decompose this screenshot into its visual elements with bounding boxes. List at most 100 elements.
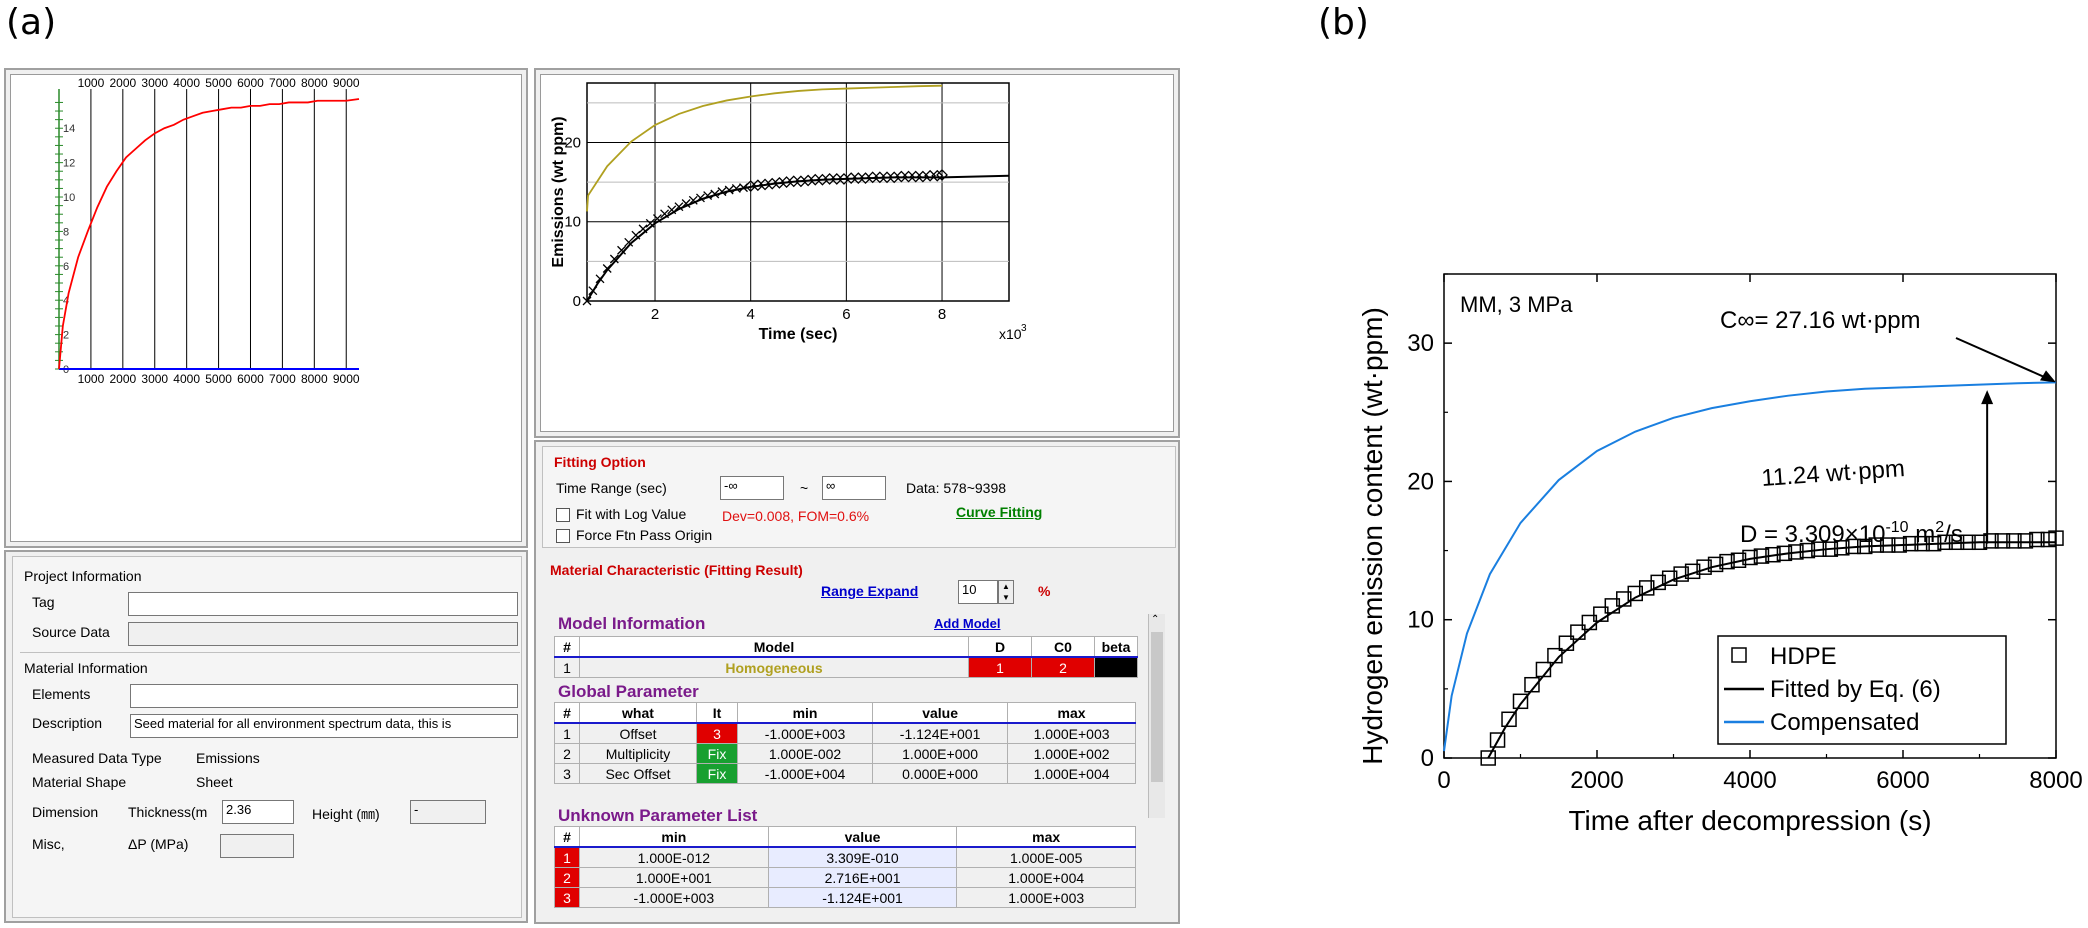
tag-label: Tag [32,594,55,610]
hdpe-point [1914,535,1930,552]
table-row[interactable]: 2 1.000E+001 2.716E+001 1.000E+004 [554,867,1136,888]
range-expand-input[interactable]: 10 [958,580,998,604]
force-origin-checkbox[interactable] [556,529,570,544]
hdpe-point [1524,676,1540,693]
table-row[interactable]: 3 Sec Offset Fix -1.000E+004 0.000E+000 … [554,763,1136,784]
table-row[interactable]: 1 Homogeneous 1 2 [554,656,1138,678]
hdpe-point [1535,661,1552,678]
time-range-label: Time Range (sec) [556,480,667,496]
y-tick-label: 10 [63,192,75,204]
compensated-curve [586,84,943,212]
fitting-option-title: Fitting Option [554,454,646,470]
force-origin-label: Force Ftn Pass Origin [576,527,713,543]
data-point-marker [931,169,944,182]
c-infinity-arrow [1955,337,2053,382]
hdpe-point [1960,534,1976,551]
emission-data-chart[interactable]: 1000 1000 2000 2000 3000 3000 4000 4000 5000 5000… [11,75,521,541]
vertical-scrollbar[interactable]: ⌃ [1148,614,1165,818]
col-header: beta [1094,636,1138,658]
height-label: Height (㎜) [312,806,380,822]
curve-fitting-link[interactable]: Curve Fitting [956,504,1043,520]
y-tick-label: 30 [1407,330,1434,357]
x-tick-label: 2 [651,306,659,323]
data-point-marker [731,183,741,193]
fit-chart[interactable]: 2 4 6 8 0 10 20 Time (sec) Emissions (wt ppm) x10… [541,75,1173,431]
c-infinity-annotation: C∞= 27.16 wt·ppm [1720,307,1921,334]
tag-field[interactable] [128,592,518,616]
table-row[interactable]: 1 Offset 3 -1.000E+003 -1.124E+001 1.000… [554,722,1136,744]
time-range-from[interactable]: -∞ [720,476,784,500]
x-tick-label-bottom: 6000 [237,372,264,386]
hdpe-point [1925,535,1942,552]
source-data-field[interactable] [128,622,518,646]
data-point-marker [717,187,727,197]
fit-log-label: Fit with Log Value [576,506,687,522]
x-tick-label-bottom: 4000 [173,372,200,386]
elements-label: Elements [32,686,91,702]
compensated-line [1443,381,2057,752]
y-tick-label: 0 [1421,745,1434,772]
table-row[interactable]: 1 1.000E-012 3.309E-010 1.000E-005 [554,846,1136,868]
hdpe-point [2029,531,2045,548]
y-tick-label: 6 [63,261,69,273]
x-tick-label: 2000 [1570,767,1623,794]
elements-field[interactable] [130,684,518,708]
thickness-field[interactable]: 2.36 [222,800,294,824]
unknown-param-title: Unknown Parameter List [558,806,758,825]
y-tick-label: 4 [63,295,69,307]
x-tick-label: 6000 [1876,767,1929,794]
force-origin-option[interactable]: Force Ftn Pass Origin [556,527,713,544]
scroll-thumb[interactable] [1151,632,1163,782]
hdpe-point [1983,533,1999,549]
x-tick-label-bottom: 1000 [78,372,105,386]
data-point-marker [582,296,592,306]
global-param-table: # what It min value max 1 Offset 3 -1.00… [554,702,1136,784]
x-tick-label: 4000 [1723,767,1776,794]
difference-arrowhead [1981,390,1994,405]
percent-sign: % [1038,583,1051,599]
y-tick-label: 20 [1407,468,1434,495]
x-tick-label-top: 7000 [269,76,296,90]
c-infinity-arrowhead [2040,370,2056,383]
range-tilde: ~ [800,480,809,496]
data-point-marker [588,286,598,296]
delta-p-field[interactable] [220,834,294,858]
add-model-link[interactable]: Add Model [934,616,1001,631]
difference-annotation: 11.24 wt·ppm [1761,455,1906,492]
material-shape-value: Sheet [196,774,233,790]
range-expand-link[interactable]: Range Expand [821,583,919,599]
hdpe-point [1489,732,1506,748]
global-param-title: Global Parameter [558,682,699,701]
delta-p-label: ΔP (MPa) [128,836,189,852]
hdpe-point [1673,566,1689,582]
project-info-title: Project Information [24,568,142,584]
x-unit-label: x10 [999,326,1022,342]
table-row[interactable]: 3 -1.000E+003 -1.124E+001 1.000E+003 [554,887,1136,908]
hdpe-point [1638,580,1655,596]
measured-type-value: Emissions [196,750,260,766]
data-point-marker [710,189,720,199]
x-tick-label-top: 3000 [141,76,168,90]
hdpe-point [2017,533,2034,549]
fit-log-checkbox[interactable] [556,508,570,523]
hdpe-point [1570,624,1586,640]
hdpe-point [2048,530,2064,546]
data-point-marker [696,193,705,203]
height-field[interactable]: - [410,800,486,824]
fit-log-option[interactable]: Fit with Log Value [556,506,687,523]
description-field[interactable]: Seed material for all environment spectr… [130,714,518,738]
data-point-marker [703,191,713,201]
col-header: C0 [1031,636,1095,658]
range-spinner[interactable]: ▲ ▼ [998,580,1014,604]
condition-annotation: MM, 3 MPa [1460,292,1573,317]
table-row[interactable]: 2 Multiplicity Fix 1.000E-002 1.000E+000… [554,743,1136,764]
fitting-panel: Fitting Option Time Range (sec) -∞ ~ ∞ D… [534,440,1180,924]
hdpe-point [1788,544,1804,560]
time-range-to[interactable]: ∞ [822,476,886,500]
hdpe-point [1753,548,1770,564]
x-unit-exponent: 3 [1021,323,1027,334]
data-point-marker [936,169,948,181]
source-data-label: Source Data [32,624,110,640]
scroll-up-icon[interactable]: ⌃ [1151,614,1160,625]
hdpe-point [1730,552,1747,569]
